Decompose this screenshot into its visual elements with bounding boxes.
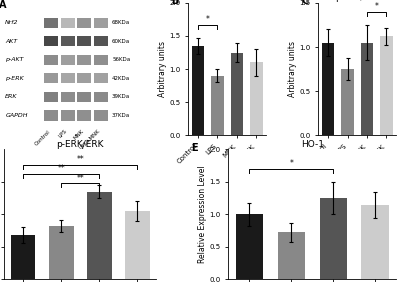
- Bar: [49, 226, 74, 279]
- Text: LPS+MNK: LPS+MNK: [79, 129, 101, 151]
- Text: 60KDa: 60KDa: [112, 39, 130, 44]
- Text: 56KDa: 56KDa: [112, 57, 130, 62]
- Bar: [61, 73, 75, 83]
- Bar: [361, 43, 373, 135]
- Bar: [94, 110, 108, 121]
- Text: AKT: AKT: [5, 39, 18, 44]
- Text: 37KDa: 37KDa: [112, 113, 130, 118]
- Text: LPS: LPS: [58, 129, 68, 139]
- Bar: [61, 110, 75, 121]
- Bar: [341, 69, 354, 135]
- Text: Nrf2: Nrf2: [5, 20, 19, 25]
- Bar: [44, 36, 58, 46]
- Y-axis label: Arbitrary units: Arbitrary units: [158, 41, 167, 97]
- Text: **: **: [57, 164, 65, 173]
- Text: ERK: ERK: [5, 94, 18, 100]
- Text: *: *: [206, 15, 210, 24]
- Bar: [362, 205, 389, 279]
- Bar: [230, 52, 243, 135]
- Text: C: C: [302, 0, 309, 6]
- Bar: [94, 55, 108, 65]
- Bar: [211, 76, 224, 135]
- Bar: [61, 36, 75, 46]
- Bar: [125, 211, 150, 279]
- Bar: [61, 17, 75, 28]
- Text: 42KDa: 42KDa: [112, 76, 130, 81]
- Bar: [77, 17, 91, 28]
- Bar: [94, 92, 108, 102]
- Bar: [61, 92, 75, 102]
- Title: p-AKT/AKT: p-AKT/AKT: [335, 0, 380, 2]
- Bar: [322, 43, 334, 135]
- Bar: [77, 92, 91, 102]
- Title: p-ERK/ERK: p-ERK/ERK: [56, 140, 104, 149]
- Text: **: **: [76, 155, 84, 164]
- Text: 39KDa: 39KDa: [112, 94, 130, 100]
- Text: GAPDH: GAPDH: [5, 113, 28, 118]
- Bar: [44, 17, 58, 28]
- Bar: [44, 73, 58, 83]
- Bar: [94, 73, 108, 83]
- Text: MNK: MNK: [72, 129, 85, 141]
- Bar: [77, 55, 91, 65]
- Bar: [44, 55, 58, 65]
- Y-axis label: Arbitrary units: Arbitrary units: [288, 41, 297, 97]
- Bar: [380, 36, 393, 135]
- Text: E: E: [192, 143, 198, 153]
- Bar: [94, 17, 108, 28]
- Title: HO-1: HO-1: [301, 140, 324, 149]
- Bar: [77, 110, 91, 121]
- Text: p-ERK: p-ERK: [5, 76, 24, 81]
- Bar: [250, 62, 262, 135]
- Text: *: *: [289, 159, 293, 168]
- Bar: [278, 232, 305, 279]
- Text: p-AKT: p-AKT: [5, 57, 24, 62]
- Text: A: A: [0, 0, 6, 10]
- Text: **: **: [76, 173, 84, 182]
- Bar: [94, 36, 108, 46]
- Bar: [320, 198, 347, 279]
- Bar: [77, 73, 91, 83]
- Text: Control: Control: [34, 129, 52, 146]
- Text: 68KDa: 68KDa: [112, 20, 130, 25]
- Text: *: *: [375, 2, 378, 11]
- Bar: [44, 110, 58, 121]
- Bar: [61, 55, 75, 65]
- Bar: [11, 235, 36, 279]
- Bar: [87, 192, 112, 279]
- Bar: [236, 214, 263, 279]
- Bar: [44, 92, 58, 102]
- Text: B: B: [171, 0, 179, 6]
- Bar: [77, 36, 91, 46]
- Bar: [192, 46, 204, 135]
- Y-axis label: Relative Expression Level: Relative Expression Level: [198, 166, 207, 263]
- Title: Nrf2: Nrf2: [218, 0, 237, 2]
